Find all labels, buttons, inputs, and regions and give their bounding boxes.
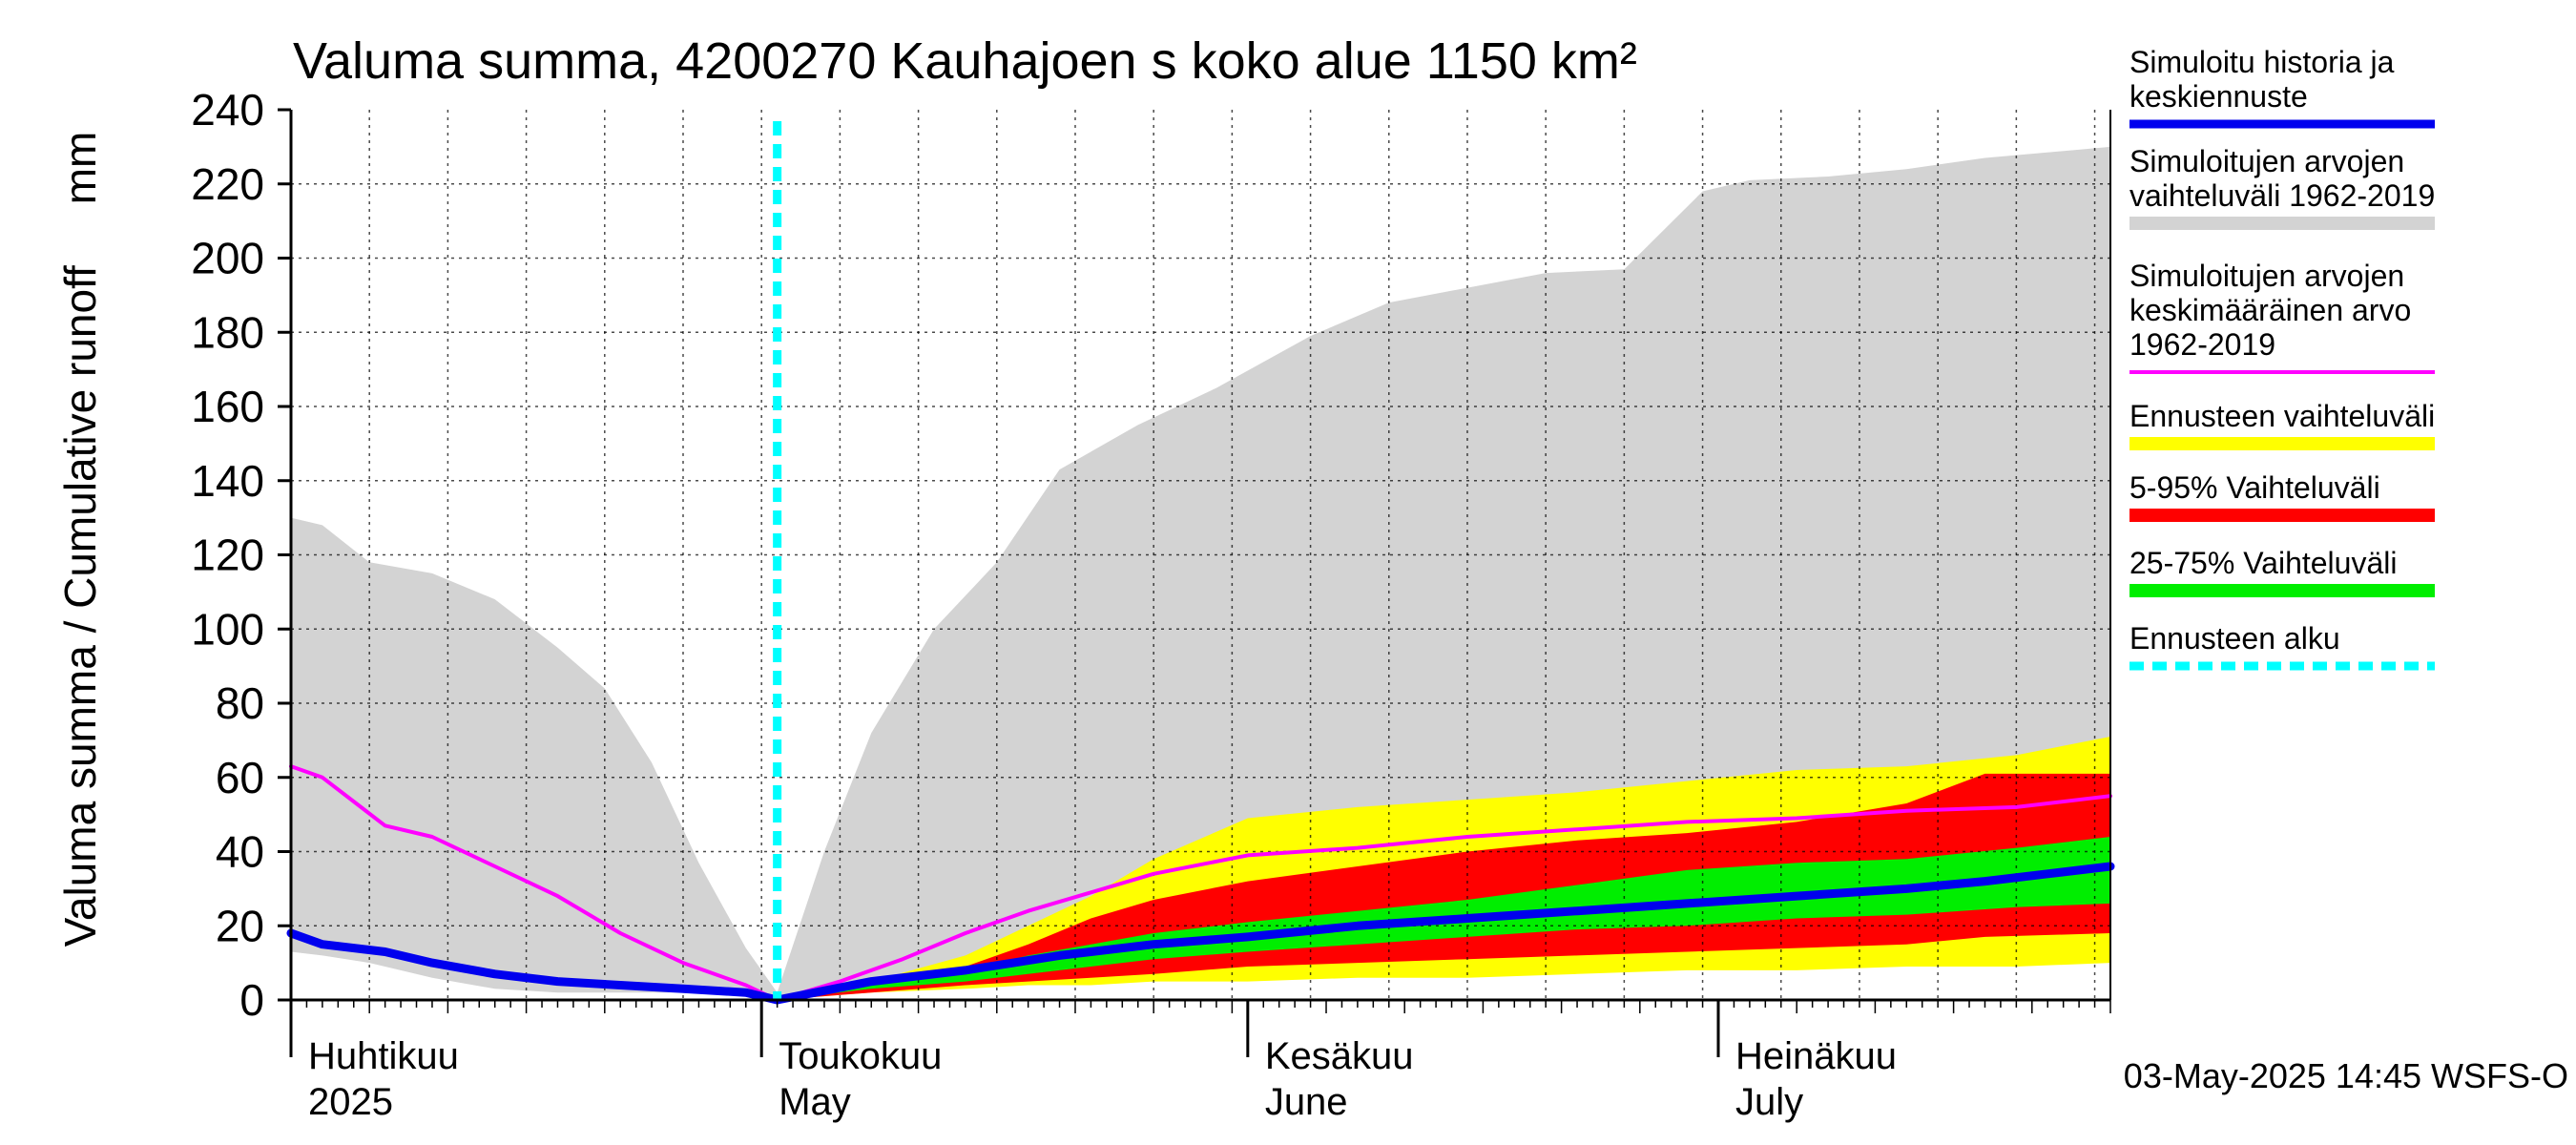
y-tick-label-7: 140	[191, 456, 264, 506]
x-month-label-en-3: July	[1735, 1081, 1803, 1123]
legend-label-0-1: keskiennuste	[2129, 79, 2308, 114]
plot-area: 0 20 40 60 80 100 120 140 160 180 200 220 240 Huhtiku…	[191, 85, 2115, 1123]
x-month-label-en-1: May	[779, 1081, 851, 1123]
y-axis-label: Valuma summa / Cumulative runoff mm	[55, 132, 105, 947]
legend-label-5-0: 25-75% Vaihteluväli	[2129, 546, 2397, 580]
y-tick-label-5: 100	[191, 604, 264, 654]
legend-label-3-0: Ennusteen vaihteluväli	[2129, 399, 2435, 433]
y-tick-label-1: 20	[216, 901, 264, 950]
x-month-label-fi-3: Heinäkuu	[1735, 1035, 1897, 1077]
legend-label-2-0: Simuloitujen arvojen	[2129, 259, 2404, 293]
y-tick-label-11: 220	[191, 159, 264, 209]
series-line-0	[289, 764, 2112, 1002]
timestamp-footer: 03-May-2025 14:45 WSFS-O	[2124, 1056, 2568, 1095]
y-tick-label-6: 120	[191, 531, 264, 580]
y-tick-label-10: 200	[191, 234, 264, 283]
y-tick-label-2: 40	[216, 827, 264, 877]
x-month-label-fi-1: Toukokuu	[779, 1035, 942, 1077]
y-tick-label-9: 180	[191, 307, 264, 357]
series-line-1	[286, 862, 2115, 1005]
y-tick-label-12: 240	[191, 85, 264, 135]
legend-label-4-0: 5-95% Vaihteluväli	[2129, 470, 2380, 505]
x-month-label-fi-2: Kesäkuu	[1265, 1035, 1414, 1077]
x-month-label-en-0: 2025	[308, 1081, 393, 1123]
x-month-label-fi-0: Huhtikuu	[308, 1035, 459, 1077]
legend-label-1-1: vaihteluväli 1962-2019	[2129, 178, 2435, 213]
chart-title: Valuma summa, 4200270 Kauhajoen s koko a…	[293, 32, 1637, 90]
y-tick-label-8: 160	[191, 382, 264, 431]
y-tick-label-4: 80	[216, 678, 264, 728]
legend-label-6-0: Ennusteen alku	[2129, 621, 2340, 656]
legend-label-2-2: 1962-2019	[2129, 327, 2275, 362]
legend-label-0-0: Simuloitu historia ja	[2129, 45, 2395, 79]
legend-label-1-0: Simuloitujen arvojen	[2129, 144, 2404, 178]
x-month-label-en-2: June	[1265, 1081, 1348, 1123]
y-tick-label-3: 60	[216, 753, 264, 802]
y-tick-label-0: 0	[239, 975, 264, 1025]
legend-label-2-1: keskimääräinen arvo	[2129, 293, 2411, 327]
